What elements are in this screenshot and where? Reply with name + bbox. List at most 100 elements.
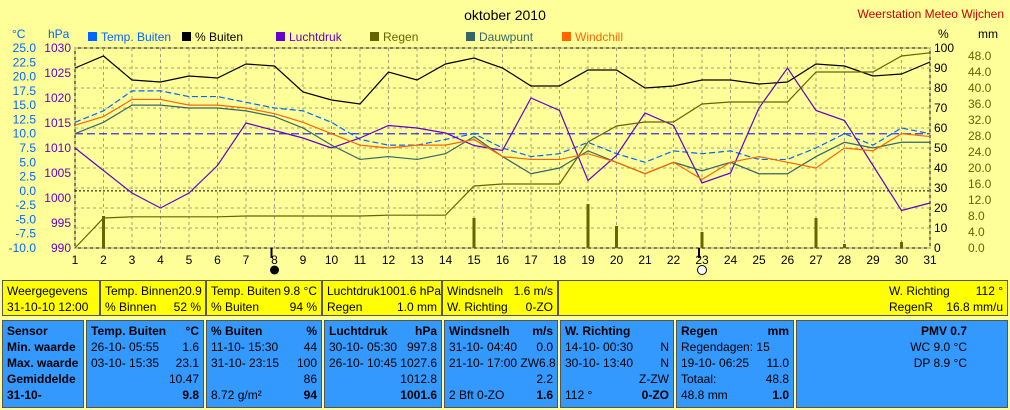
rain-tick-label: 4.0 xyxy=(968,225,985,239)
rain-tick-label: 16.0 xyxy=(968,177,992,191)
hum-tick-label: 80 xyxy=(934,81,948,95)
binnen-hum-label: % Binnen xyxy=(105,300,157,314)
rain-days: Regendagen: 15 xyxy=(681,340,770,354)
x-tick-label: 23 xyxy=(695,253,709,267)
rain-tick-label: 24.0 xyxy=(968,145,992,159)
temp-tick-label: 22.5 xyxy=(13,55,37,69)
x-tick-label: 5 xyxy=(186,253,193,267)
hum-avg-value: 86 xyxy=(303,372,317,386)
binnen-temp-label: Temp. Binnen xyxy=(105,284,179,298)
col-dir: W. Richting 14-10- 00:30 N 30-10- 13:40 N … xyxy=(560,320,674,408)
panel-luchtdruk: Luchtdruk 1001.6 hPa Regen 1.0 mm xyxy=(322,280,442,316)
press-min-value: 997.8 xyxy=(406,340,437,354)
temp-tick-label: 0.0 xyxy=(19,184,36,198)
press-avg-value: 1012.8 xyxy=(400,372,437,386)
col-sensor: Sensor Min. waarde Max. waarde Gemiddeld… xyxy=(2,320,84,408)
rain-tick-label: 28.0 xyxy=(968,129,992,143)
x-tick-label: 2 xyxy=(100,253,107,267)
panel-wind: Windsnelh 1.6 m/s W. Richting 0-ZO xyxy=(442,280,558,316)
x-tick-label: 1 xyxy=(72,253,79,267)
daily-rain-bar xyxy=(615,226,618,248)
temp-max-value: 23.1 xyxy=(175,356,199,370)
rain-tick-label: 32.0 xyxy=(968,113,992,127)
rain-tick-label: 8.0 xyxy=(968,209,985,223)
press-tick-label: 1030 xyxy=(44,41,71,55)
dir-min-time: 14-10- 00:30 xyxy=(565,340,634,354)
series-line-wc xyxy=(74,98,931,181)
weergegevens-label: Weergegevens xyxy=(7,284,88,298)
press-tick-label: 1015 xyxy=(44,116,71,130)
rain-tick-label: 12.0 xyxy=(968,193,992,207)
wind-min-time: 31-10- 04:40 xyxy=(449,340,518,354)
press-tick-label: 1020 xyxy=(44,91,71,105)
col-rain: Regen mm Regendagen: 15 19-10- 06:25 11.0 … xyxy=(676,320,794,408)
buiten-temp-label: Temp. Buiten xyxy=(211,284,282,298)
x-tick-label: 27 xyxy=(809,253,823,267)
temp-tick-label: 12.5 xyxy=(13,112,37,126)
luchtdruk-label: Luchtdruk xyxy=(327,284,380,298)
wind-col-unit: m/s xyxy=(532,324,553,338)
legend-label-wc: Windchill xyxy=(575,30,623,44)
rain-tick-label: 0.0 xyxy=(968,241,985,255)
extra-dir-label: W. Richting xyxy=(889,284,950,298)
x-tick-label: 29 xyxy=(866,253,880,267)
press-tick-label: 1010 xyxy=(44,141,71,155)
pmv-windchill: WC 9.0 °C xyxy=(910,340,967,354)
panel-binnen: Temp. Binnen 20.9 °C % Binnen 52 % xyxy=(100,280,219,316)
press-col-header: Luchtdruk xyxy=(329,324,388,338)
regen-value: 1.0 mm xyxy=(396,300,437,314)
temp-tick-label: 25.0 xyxy=(13,41,37,55)
wind-today-value: 1.6 xyxy=(536,388,553,402)
x-tick-label: 25 xyxy=(752,253,766,267)
press-unit-label: hPa xyxy=(48,27,70,41)
hum-tick-label: 20 xyxy=(934,201,948,215)
daily-rain-bar xyxy=(700,232,704,248)
press-tick-label: 995 xyxy=(51,216,71,230)
windsnelh-label: Windsnelh xyxy=(447,284,504,298)
x-tick-label: 31 xyxy=(923,253,937,267)
regenr-value: 16.8 mm/u xyxy=(946,300,1003,314)
series-line-rain xyxy=(74,52,931,249)
temp-tick-label: 2.5 xyxy=(19,170,36,184)
wind-avg-value: 2.2 xyxy=(536,372,553,386)
chart-legend: Temp. Buiten % Buiten Luchtdruk Regen Dauwpu… xyxy=(88,30,623,44)
temp-tick-label: -10.0 xyxy=(9,241,37,255)
legend-swatch-press xyxy=(276,32,285,41)
temp-tick-label: -7.5 xyxy=(15,227,36,241)
rain-max-time: 19-10- 06:25 xyxy=(681,356,750,370)
x-tick-label: 9 xyxy=(300,253,307,267)
temp-tick-label: 17.5 xyxy=(13,84,37,98)
temp-tick-label: -5.0 xyxy=(15,212,36,226)
temp-tick-label: 15.0 xyxy=(13,98,37,112)
rain-unit-label: mm xyxy=(978,27,998,41)
rain-col-header: Regen xyxy=(681,324,718,338)
dir-col-header: W. Richting xyxy=(565,324,631,338)
temp-tick-label: -2.5 xyxy=(15,198,36,212)
x-tick-label: 22 xyxy=(667,253,681,267)
legend-swatch-hum xyxy=(182,32,191,41)
hum-max-value: 100 xyxy=(296,356,317,370)
legend-label-press: Luchtdruk xyxy=(289,30,343,44)
col-hum: % Buiten% 11-10- 15:30 44 31-10- 23:15 100… xyxy=(206,320,322,408)
hum-col-header: % Buiten xyxy=(211,324,263,338)
rain-tick-label: 20.0 xyxy=(968,161,992,175)
dir-max-value: N xyxy=(660,356,669,370)
temp-tick-label: 10.0 xyxy=(13,127,37,141)
panel-weergegevens: Weergegevens 31-10-10 12:00 xyxy=(2,280,100,316)
rain-tick-label: 44.0 xyxy=(968,65,992,79)
buiten-hum-label: % Buiten xyxy=(211,300,260,314)
legend-label-dew: Dauwpunt xyxy=(479,30,534,44)
daily-rain-bar xyxy=(472,218,476,248)
x-tick-label: 26 xyxy=(781,253,795,267)
dir-max-time: 30-10- 13:40 xyxy=(565,356,634,370)
regen-label: Regen xyxy=(327,300,363,314)
x-tick-label: 8 xyxy=(271,253,278,267)
hum-tick-label: 90 xyxy=(934,61,948,75)
panel-extra: W. Richting 112 ° RegenR 16.8 mm/u xyxy=(558,280,1008,316)
legend-label-temp: Temp. Buiten xyxy=(101,30,171,44)
rain-col-unit: mm xyxy=(767,324,789,338)
hum-tick-label: 60 xyxy=(934,121,948,135)
buiten-hum-value: 94 % xyxy=(289,300,317,314)
temp-tick-label: 20.0 xyxy=(13,70,37,84)
dir-min-value: N xyxy=(660,340,669,354)
